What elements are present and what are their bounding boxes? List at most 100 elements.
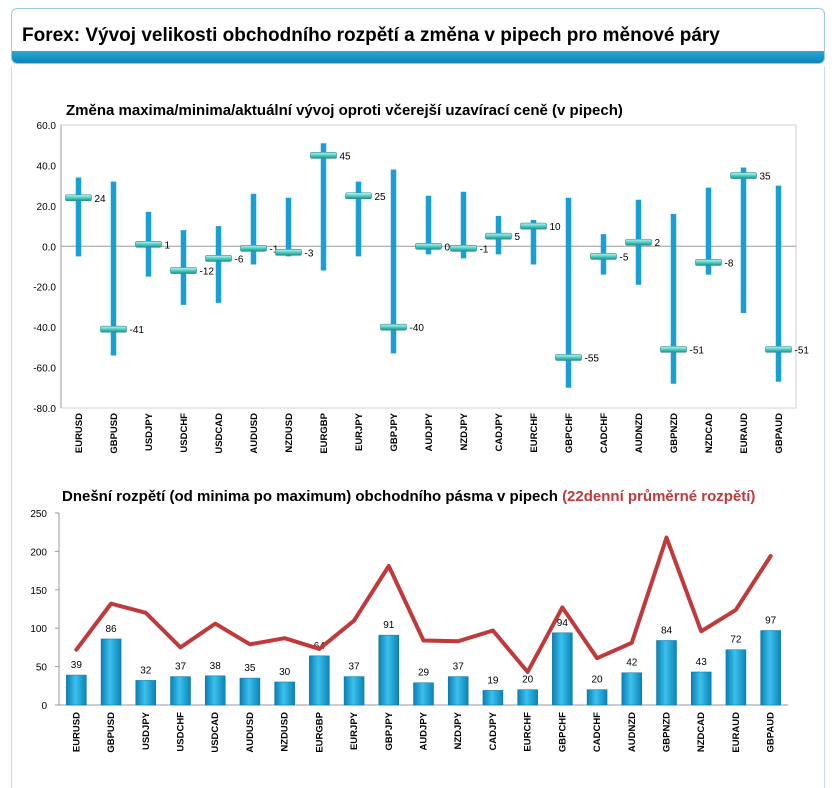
chart2-title-highlight: (22denní průměrné rozpětí) bbox=[562, 488, 756, 505]
chart2-bar bbox=[343, 676, 365, 706]
chart2-category-label: GBPNZD bbox=[662, 712, 673, 752]
chart2-category-label: CADJPY bbox=[488, 711, 499, 750]
chart2-category-label: AUDJPY bbox=[419, 711, 430, 750]
chart2-category-label: GBPCHF bbox=[557, 712, 568, 752]
chart1-category-label: GBPAUD bbox=[774, 413, 785, 454]
chart2-category-label: USDJPY bbox=[141, 711, 152, 750]
chart1-current-marker bbox=[310, 152, 337, 159]
chart1-current-marker bbox=[695, 259, 722, 266]
chart2-bar bbox=[447, 676, 469, 706]
chart1-current-marker bbox=[415, 242, 442, 250]
chart1-ytick-label: 0.0 bbox=[42, 242, 56, 253]
chart2-bar bbox=[239, 677, 261, 706]
chart2-bar-label: 97 bbox=[765, 616, 777, 627]
chart2-bar-label: 42 bbox=[626, 658, 638, 669]
chart2-category-label: AUDNZD bbox=[627, 712, 638, 752]
chart2-category-label: EURJPY bbox=[349, 711, 360, 750]
chart1-category-label: GBPUSD bbox=[109, 413, 120, 454]
chart1-current-label: -8 bbox=[725, 258, 734, 269]
chart1-current-marker bbox=[765, 346, 792, 353]
chart1-current-label: 10 bbox=[550, 222, 562, 233]
chart2-bar bbox=[309, 655, 330, 706]
chart1-category-label: NZDJPY bbox=[459, 412, 470, 450]
chart1-current-marker bbox=[555, 354, 582, 361]
chart1-current-marker bbox=[520, 222, 547, 230]
chart2-ytick-label: 200 bbox=[30, 547, 47, 558]
chart2-bar bbox=[586, 689, 608, 706]
chart2-bar-label: 39 bbox=[71, 660, 83, 671]
chart1-category-label: CADCHF bbox=[599, 413, 610, 453]
chart1-ytick-label: 60.0 bbox=[37, 121, 57, 132]
chart2-average-line bbox=[74, 535, 773, 674]
chart2-bar-label: 20 bbox=[522, 675, 534, 686]
header-accent-bar bbox=[12, 51, 824, 63]
chart1-current-label: -1 bbox=[270, 244, 279, 255]
chart2-bar bbox=[135, 680, 157, 706]
chart2-bar bbox=[204, 675, 226, 706]
chart2-bar bbox=[413, 682, 434, 706]
chart2-bar-label: 86 bbox=[106, 624, 118, 635]
chart2-bar bbox=[517, 689, 538, 706]
chart2-ytick-label: 150 bbox=[30, 586, 47, 597]
chart2-bar-label: 19 bbox=[487, 675, 499, 686]
chart1-current-label: 0 bbox=[445, 242, 451, 253]
chart1-current-marker bbox=[170, 267, 197, 274]
chart2-bar bbox=[274, 681, 295, 706]
chart1-current-label: -5 bbox=[620, 252, 629, 263]
chart2-bar bbox=[482, 690, 504, 706]
chart1-current-label: 2 bbox=[655, 238, 661, 249]
chart1-category-label: USDJPY bbox=[144, 412, 155, 451]
chart1-current-label: -51 bbox=[690, 345, 705, 356]
chart1-category-label: AUDUSD bbox=[249, 413, 260, 454]
chart1-category-label: NZDCAD bbox=[704, 413, 715, 453]
chart2-title: Dnešní rozpětí (od minima po maximum) ob… bbox=[62, 488, 755, 505]
chart2-category-label: GBPJPY bbox=[384, 711, 395, 750]
chart1-ytick-label: 20.0 bbox=[37, 202, 57, 213]
page-title: Forex: Vývoj velikosti obchodního rozpět… bbox=[22, 25, 720, 46]
chart1-current-marker bbox=[485, 232, 512, 240]
chart2-category-label: EURUSD bbox=[71, 712, 82, 752]
chart2-bar-label: 43 bbox=[696, 657, 708, 668]
chart2-bar-label: 32 bbox=[140, 665, 152, 676]
chart2-category-label: AUDUSD bbox=[245, 712, 256, 753]
chart2-bar-label: 84 bbox=[661, 625, 673, 636]
chart1-current-marker bbox=[450, 245, 477, 252]
chart1-category-label: AUDJPY bbox=[424, 412, 435, 451]
chart1-current-label: -40 bbox=[410, 323, 425, 334]
chart2-bar bbox=[690, 671, 712, 706]
chart1-current-label: -41 bbox=[130, 325, 145, 336]
chart1-category-label: GBPCHF bbox=[564, 413, 575, 453]
chart1-ytick-label: 40.0 bbox=[37, 161, 57, 172]
chart1-current-label: -51 bbox=[795, 345, 810, 356]
chart2-category-label: EURAUD bbox=[731, 712, 742, 753]
chart1-current-label: -6 bbox=[235, 254, 244, 265]
chart2-bar-label: 91 bbox=[383, 620, 395, 631]
chart1-category-label: USDCAD bbox=[214, 413, 225, 454]
chart2-bar bbox=[170, 676, 191, 706]
chart1-current-marker bbox=[100, 325, 127, 333]
chart2-ytick-label: 0 bbox=[41, 701, 47, 712]
chart1-category-label: EURJPY bbox=[354, 412, 365, 451]
chart2-bar-label: 37 bbox=[453, 662, 465, 673]
chart2-bar-label: 20 bbox=[592, 675, 604, 686]
chart1-current-label: 45 bbox=[340, 151, 352, 162]
chart2-bar-label: 30 bbox=[279, 667, 291, 678]
chart2-bar bbox=[552, 632, 573, 706]
chart2-bar bbox=[66, 674, 87, 706]
chart1-ytick-label: -20.0 bbox=[33, 283, 56, 294]
chart2-category-label: EURCHF bbox=[523, 712, 534, 752]
chart1-current-label: 25 bbox=[375, 192, 387, 203]
chart1-current-marker bbox=[205, 255, 232, 262]
chart1-current-marker bbox=[345, 192, 372, 200]
chart1-current-label: 35 bbox=[760, 172, 772, 183]
chart2-category-label: CADCHF bbox=[592, 712, 603, 752]
chart1-current-label: -12 bbox=[200, 267, 215, 278]
chart1-current-marker bbox=[135, 240, 162, 248]
chart2-category-label: NZDCAD bbox=[696, 712, 707, 752]
chart1-plot-border bbox=[60, 124, 797, 409]
chart1-current-marker bbox=[590, 253, 617, 260]
chart1-category-label: EURAUD bbox=[739, 413, 750, 454]
chart1-category-label: NZDUSD bbox=[284, 413, 295, 453]
chart1-current-label: 5 bbox=[515, 232, 521, 243]
chart2-bar bbox=[725, 649, 747, 706]
